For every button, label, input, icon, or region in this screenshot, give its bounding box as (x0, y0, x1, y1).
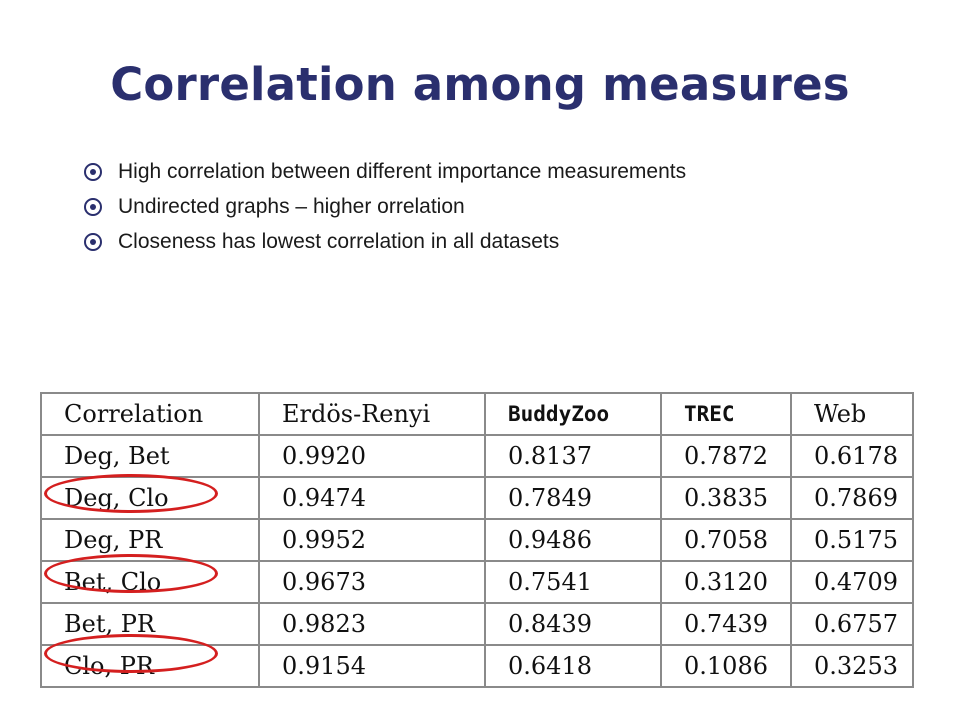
cell-erdos-renyi: 0.9673 (258, 560, 486, 604)
bullet-item: Undirected graphs – higher orrelation (84, 189, 686, 224)
header-buddyzoo: BuddyZoo (484, 392, 662, 436)
row-label: Bet, Clo (40, 560, 260, 604)
table-row: Deg, Clo 0.9474 0.7849 0.3835 0.7869 (40, 476, 914, 520)
circled-dot-bullet-icon (84, 232, 102, 251)
cell-web: 0.3253 (790, 644, 914, 688)
cell-erdos-renyi: 0.9823 (258, 602, 486, 646)
row-label: Deg, PR (40, 518, 260, 562)
cell-buddyzoo: 0.6418 (484, 644, 662, 688)
cell-erdos-renyi: 0.9920 (258, 434, 486, 478)
slide-title: Correlation among measures (110, 58, 850, 111)
cell-trec: 0.3120 (660, 560, 792, 604)
cell-web: 0.6178 (790, 434, 914, 478)
bullet-item: High correlation between different impor… (84, 154, 686, 189)
row-label: Deg, Bet (40, 434, 260, 478)
cell-web: 0.4709 (790, 560, 914, 604)
cell-buddyzoo: 0.7541 (484, 560, 662, 604)
table-row: Clo, PR 0.9154 0.6418 0.1086 0.3253 (40, 644, 914, 688)
row-label: Bet, PR (40, 602, 260, 646)
cell-buddyzoo: 0.8439 (484, 602, 662, 646)
header-correlation: Correlation (40, 392, 260, 436)
cell-erdos-renyi: 0.9154 (258, 644, 486, 688)
cell-trec: 0.7439 (660, 602, 792, 646)
table-header-row: Correlation Erdös-Renyi BuddyZoo TREC We… (40, 392, 914, 436)
bullet-text: Closeness has lowest correlation in all … (118, 229, 560, 253)
cell-buddyzoo: 0.7849 (484, 476, 662, 520)
cell-buddyzoo: 0.8137 (484, 434, 662, 478)
header-web: Web (790, 392, 914, 436)
header-erdos-renyi: Erdös-Renyi (258, 392, 486, 436)
correlation-table: Correlation Erdös-Renyi BuddyZoo TREC We… (40, 392, 914, 688)
cell-erdos-renyi: 0.9474 (258, 476, 486, 520)
cell-buddyzoo: 0.9486 (484, 518, 662, 562)
cell-trec: 0.1086 (660, 644, 792, 688)
correlation-table-container: Correlation Erdös-Renyi BuddyZoo TREC We… (40, 392, 914, 688)
row-label: Deg, Clo (40, 476, 260, 520)
bullet-list: High correlation between different impor… (84, 154, 686, 259)
table-row: Bet, Clo 0.9673 0.7541 0.3120 0.4709 (40, 560, 914, 604)
bullet-item: Closeness has lowest correlation in all … (84, 224, 686, 259)
table-row: Bet, PR 0.9823 0.8439 0.7439 0.6757 (40, 602, 914, 646)
table-row: Deg, PR 0.9952 0.9486 0.7058 0.5175 (40, 518, 914, 562)
cell-web: 0.7869 (790, 476, 914, 520)
table-row: Deg, Bet 0.9920 0.8137 0.7872 0.6178 (40, 434, 914, 478)
circled-dot-bullet-icon (84, 162, 102, 181)
header-trec: TREC (660, 392, 792, 436)
circled-dot-bullet-icon (84, 197, 102, 216)
cell-erdos-renyi: 0.9952 (258, 518, 486, 562)
bullet-text: High correlation between different impor… (118, 159, 687, 183)
cell-trec: 0.7058 (660, 518, 792, 562)
bullet-text: Undirected graphs – higher orrelation (118, 194, 465, 218)
row-label: Clo, PR (40, 644, 260, 688)
cell-trec: 0.7872 (660, 434, 792, 478)
cell-trec: 0.3835 (660, 476, 792, 520)
cell-web: 0.5175 (790, 518, 914, 562)
cell-web: 0.6757 (790, 602, 914, 646)
